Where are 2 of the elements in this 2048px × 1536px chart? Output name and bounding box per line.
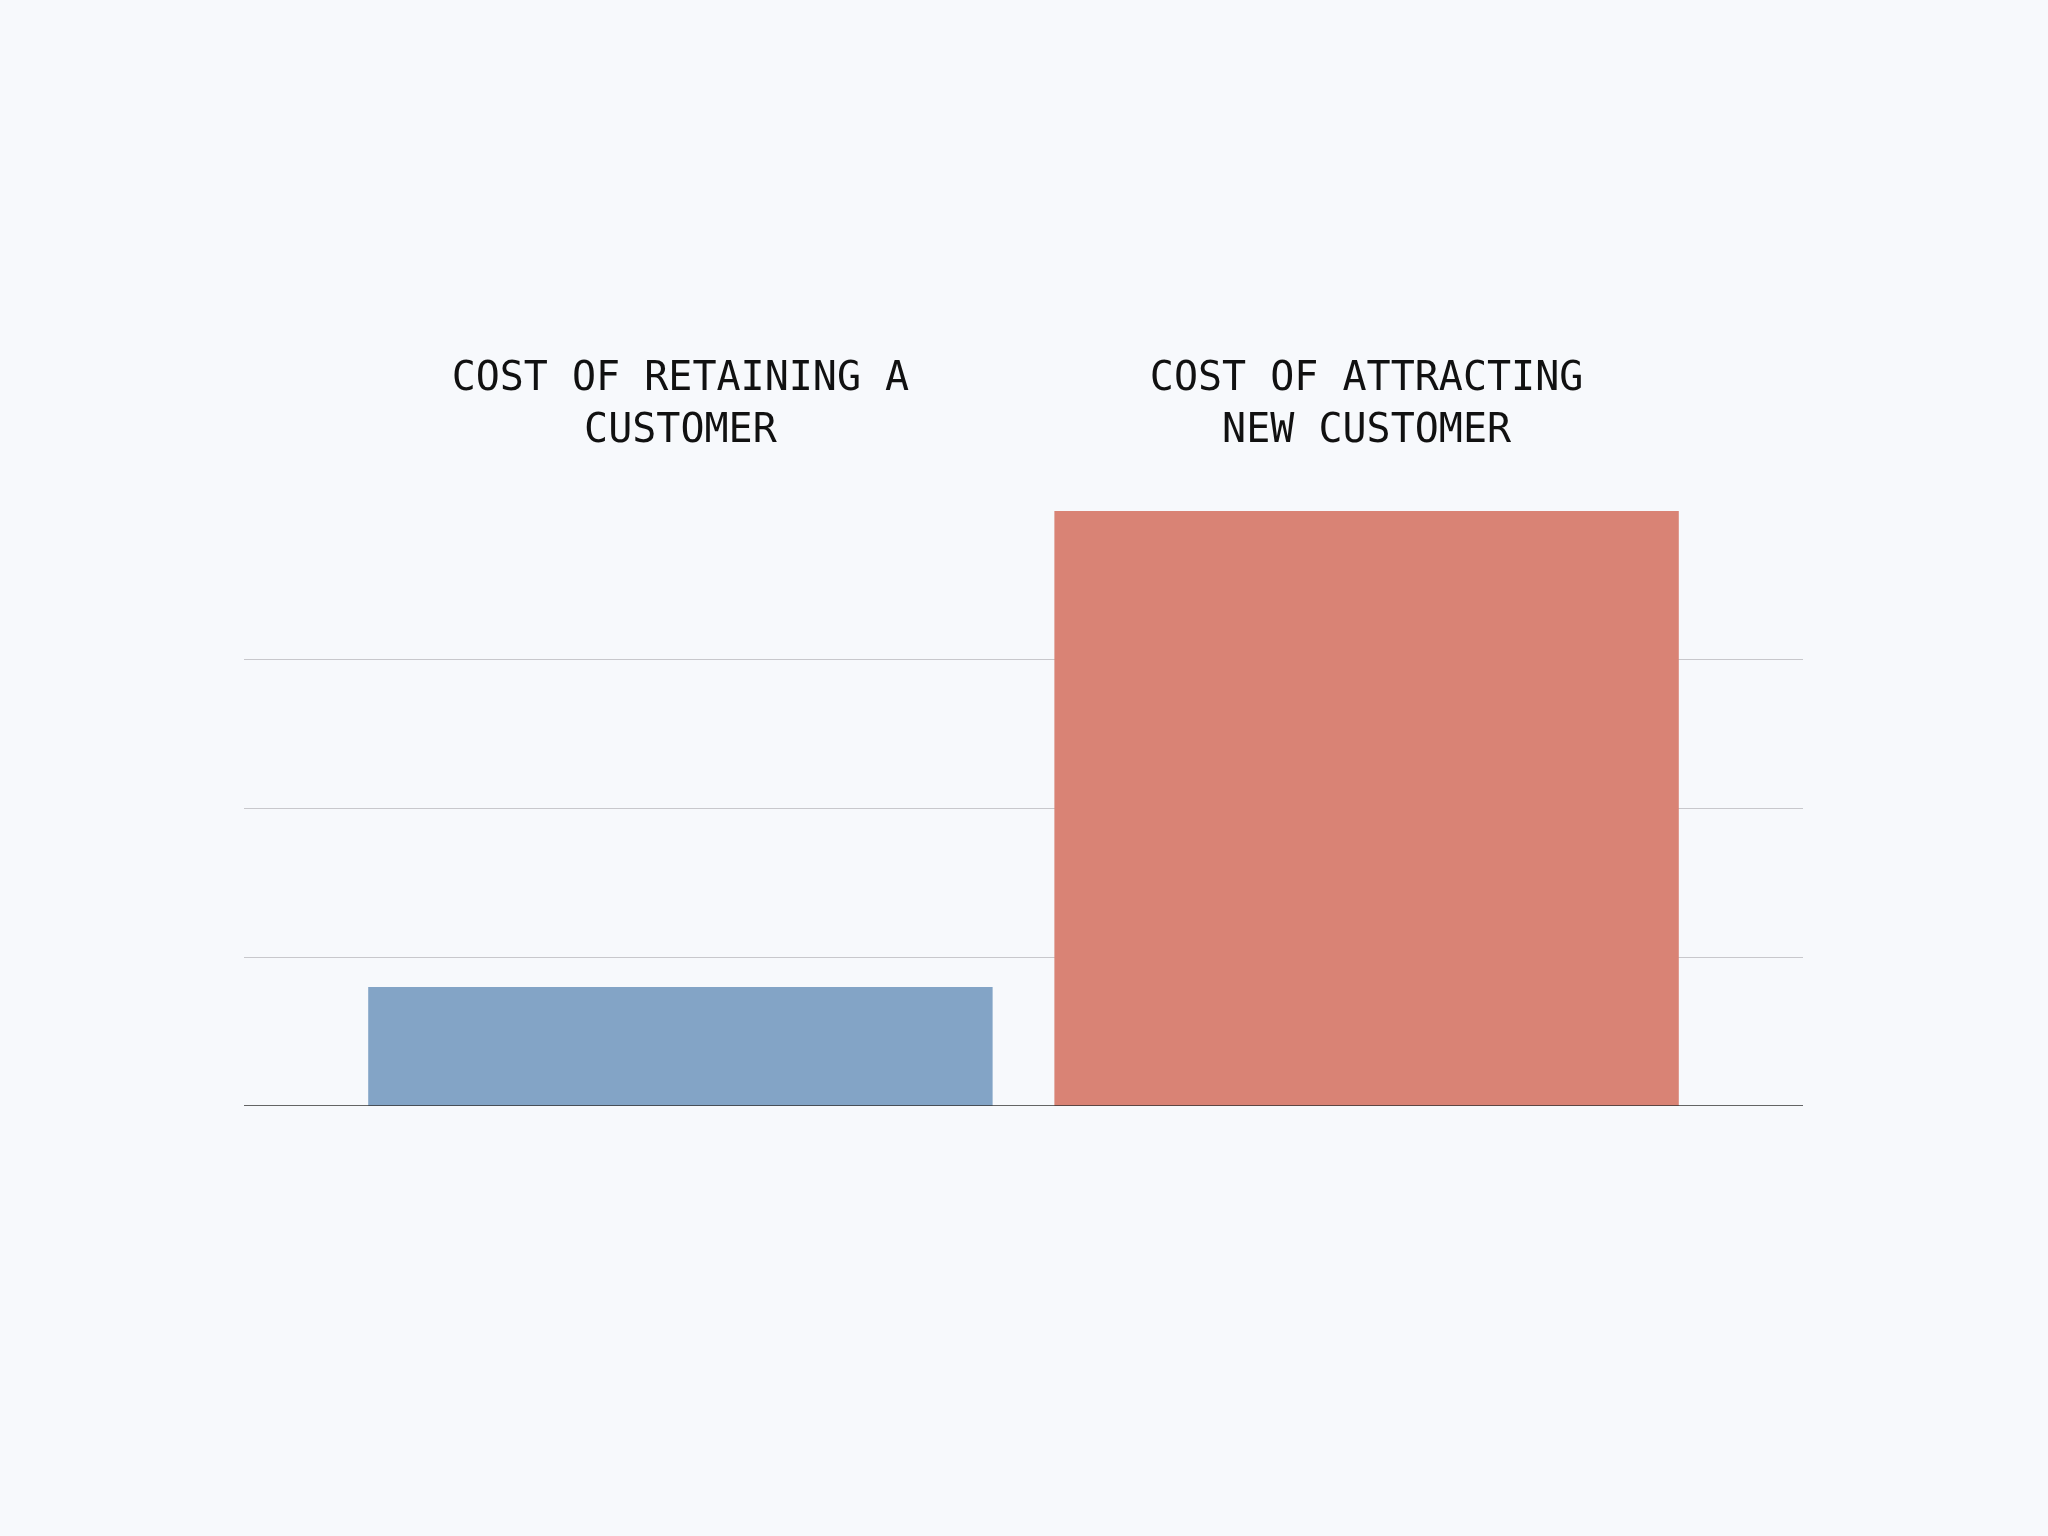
- x-tick-label: COST OF RETAINING A CUSTOMER: [451, 353, 910, 451]
- x-tick-label: COST OF ATTRACTING NEW CUSTOMER: [1149, 353, 1584, 451]
